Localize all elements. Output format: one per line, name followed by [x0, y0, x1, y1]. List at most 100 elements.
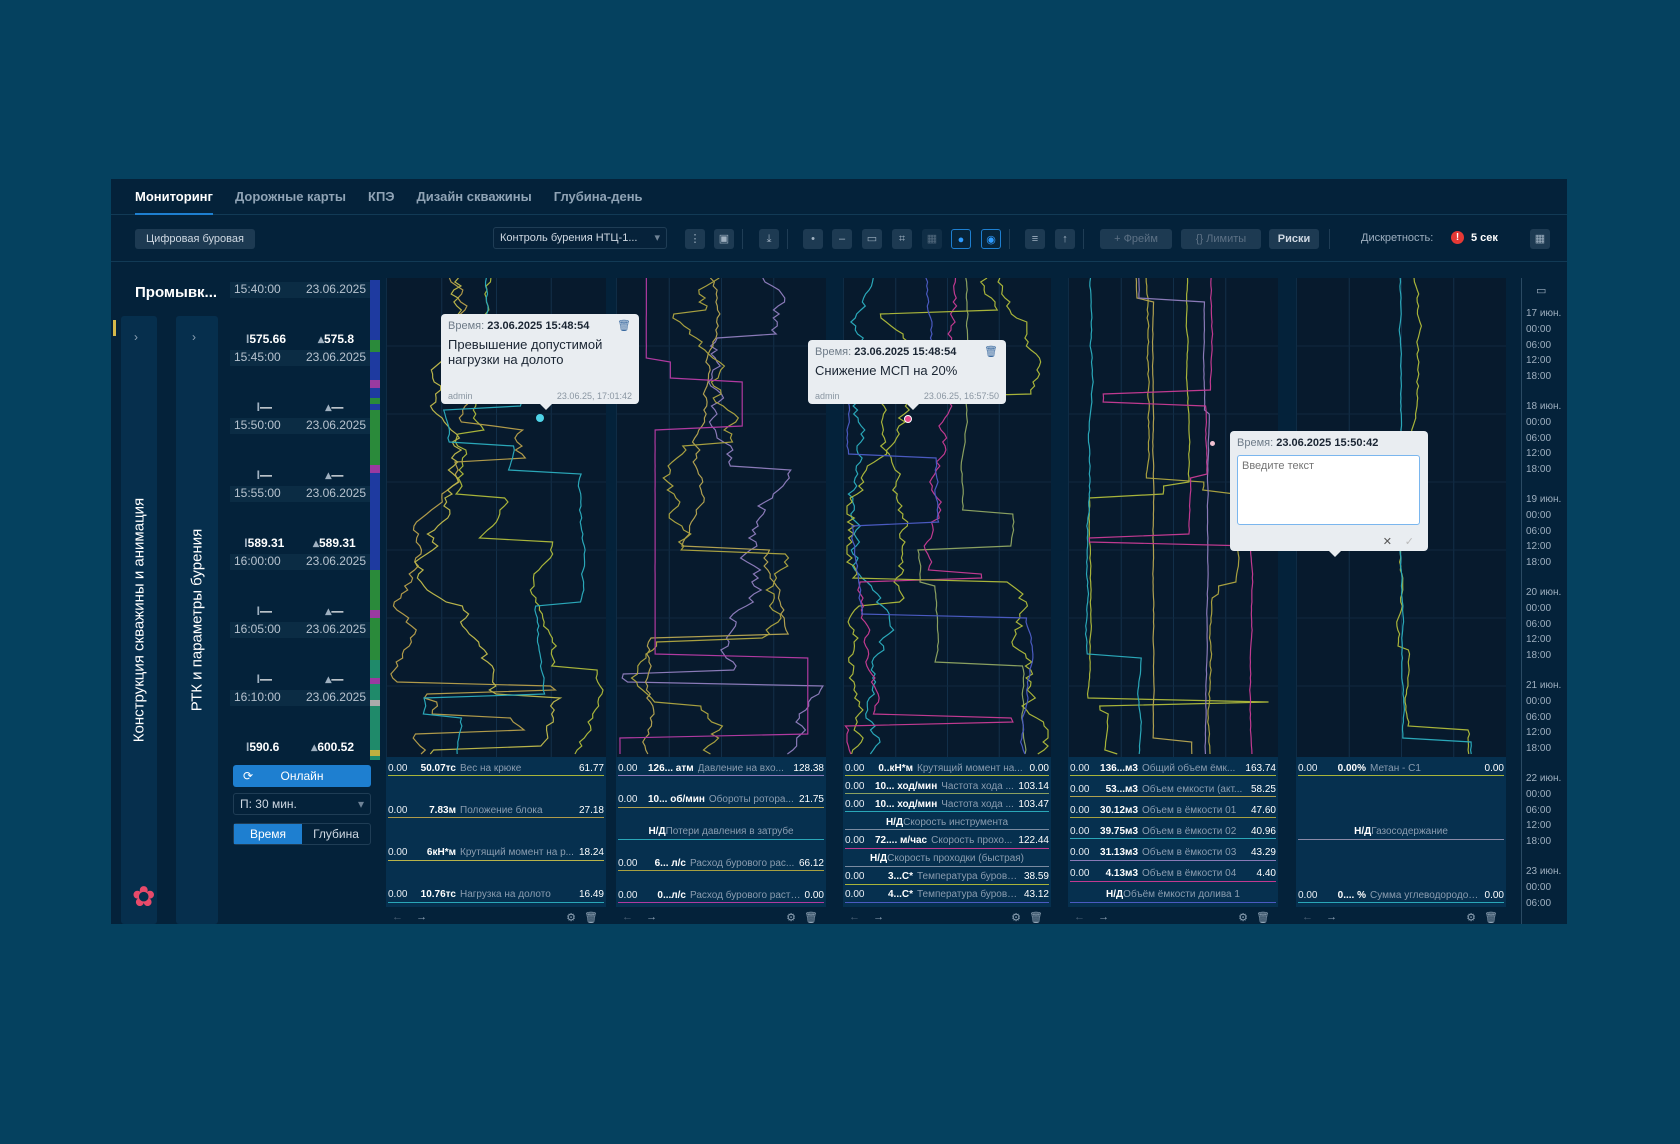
period-select[interactable]: П: 30 мин. ▾ — [233, 793, 371, 815]
gear-icon[interactable]: ⚙ — [1238, 912, 1248, 924]
parameter-row[interactable]: Н/Д Скорость проходки (быстрая) — [845, 852, 1049, 867]
chevron-down-icon: ▾ — [654, 232, 660, 244]
parameter-row[interactable]: 0.00 4.13м3 Объем в ёмкости 04 4.40 — [1070, 867, 1276, 882]
event-marker[interactable] — [536, 414, 544, 422]
comment-input[interactable] — [1237, 455, 1420, 525]
date-axis-label: 00:00 — [1526, 695, 1552, 707]
gear-icon[interactable]: ⚙ — [1466, 912, 1476, 924]
digital-rig-button[interactable]: Цифровая буровая — [135, 229, 255, 249]
arrow-left-icon[interactable]: ← — [392, 911, 403, 923]
parameter-row[interactable]: 0.00 3...С* Температура буровог... 38.59 — [845, 870, 1049, 885]
arrow-right-icon[interactable]: → — [873, 911, 885, 923]
mode-depth-button[interactable]: Глубина — [313, 827, 359, 841]
gear-icon[interactable]: ⚙ — [1011, 912, 1021, 924]
arrow-right-icon[interactable]: → — [1326, 911, 1338, 923]
arrow-left-icon[interactable]: ← — [849, 911, 860, 923]
calendar-icon[interactable]: ▭ — [1536, 285, 1547, 297]
arrow-left-icon[interactable]: ← — [622, 911, 633, 923]
trash-icon[interactable]: 🗑 — [617, 320, 631, 332]
parameter-row[interactable]: 0.00 6кН*м Крутящий момент на р... 18.24 — [388, 846, 604, 861]
parameter-row[interactable]: Н/Д Скорость инструмента — [845, 815, 1049, 831]
tab-depth-day[interactable]: Глубина-день — [553, 188, 643, 204]
parameter-row[interactable]: 0.00 10.76тс Нагрузка на долото 16.49 — [388, 888, 604, 903]
parameter-row[interactable]: 0.00 10... ход/мин Частота хода ... 103.47 — [845, 797, 1049, 813]
tab-monitoring[interactable]: Мониторинг — [135, 179, 213, 215]
grid-icon[interactable]: ▦ — [922, 229, 942, 249]
crop-icon[interactable]: ⌗ — [892, 229, 912, 249]
well-depth: ▴— — [325, 468, 344, 482]
layout-icon[interactable]: ▦ — [1530, 229, 1550, 249]
parameter-row[interactable]: Н/Д Потери давления в затрубе — [618, 825, 824, 840]
event-marker[interactable] — [904, 415, 912, 423]
tab-roadmaps[interactable]: Дорожные карты — [234, 188, 347, 204]
parameter-row[interactable]: 0.00 126... атм Давление на вхо... 128.38 — [618, 761, 824, 776]
chart-track[interactable] — [1068, 277, 1278, 757]
save-icon[interactable]: ▣ — [714, 229, 734, 249]
parameter-row[interactable]: 0.00 136...м3 Общий объем ёмк... 163.74 — [1070, 761, 1276, 776]
param-name: Скорость проходки (быстрая) — [887, 853, 1024, 865]
date-axis-label: 06:00 — [1526, 711, 1552, 723]
arrow-left-icon[interactable]: ← — [1074, 911, 1085, 923]
template-select[interactable]: Контроль бурения НТЦ-1... ▾ — [493, 227, 667, 249]
download-icon[interactable]: ⤓ — [759, 229, 779, 249]
chevron-right-icon[interactable]: › — [192, 330, 196, 344]
gear-icon[interactable]: ⚙ — [566, 912, 576, 924]
arrow-right-icon[interactable]: → — [416, 911, 428, 923]
parameter-row[interactable]: 0.00 10... ход/мин Частота хода ... 103.14 — [845, 779, 1049, 795]
parameter-row[interactable]: 0.00 39.75м3 Объем в ёмкости 02 40.96 — [1070, 824, 1276, 840]
parameter-row[interactable]: 0.00 0..кН*м Крутящий момент на... 0.00 — [845, 761, 1049, 776]
parameter-row[interactable]: 0.00 50.07тс Вес на крюке 61.77 — [388, 761, 604, 776]
arrow-up-icon[interactable]: ↑ — [1055, 229, 1075, 249]
point-icon[interactable]: • — [803, 229, 823, 249]
tab-well-design[interactable]: Дизайн скважины — [416, 188, 532, 204]
ruler-icon[interactable]: ▭ — [862, 229, 882, 249]
rtk-parameters-panel[interactable]: › РТК и параметры бурения — [176, 316, 218, 924]
parameter-row[interactable]: 0.00 30.12м3 Объем в ёмкости 01 47.60 — [1070, 803, 1276, 819]
param-name: Объем в ёмкости 04 — [1142, 868, 1237, 880]
frame-button[interactable]: + Фрейм — [1100, 229, 1172, 249]
parameter-row[interactable]: 0.00 72.... м/час Скорость прохо... 122.44 — [845, 834, 1049, 849]
arrow-right-icon[interactable]: → — [646, 911, 658, 923]
close-icon[interactable]: ✕ — [1382, 536, 1392, 548]
line-icon[interactable]: – — [832, 229, 852, 249]
mode-time-button[interactable]: Время — [234, 824, 302, 844]
parameter-row[interactable]: 0.00 7.83м Положение блока 27.18 — [388, 803, 604, 819]
risks-button[interactable]: Риски — [1269, 229, 1319, 249]
trash-icon[interactable]: 🗑 — [1484, 912, 1498, 924]
param-current: 3...С* — [887, 871, 913, 883]
tab-kpi[interactable]: КПЭ — [368, 188, 395, 204]
parameter-row[interactable]: 0.00 4...С* Температура бурового... 43.12 — [845, 888, 1049, 903]
parameter-row[interactable]: 0.00 53...м3 Объем емкости (акт... 58.25 — [1070, 782, 1276, 798]
activity-segment — [370, 610, 380, 618]
parameter-row[interactable]: 0.00 0...л/с Расход бурового раств... 0.00 — [618, 888, 824, 903]
parameter-row[interactable]: 0.00 0.... % Сумма углеводородов С... 0.00 — [1298, 888, 1504, 903]
trash-icon[interactable]: 🗑 — [804, 912, 818, 924]
trash-icon[interactable]: 🗑 — [1256, 912, 1270, 924]
online-button[interactable]: ⟳ Онлайн — [233, 765, 371, 787]
trash-icon[interactable]: 🗑 — [584, 912, 598, 924]
param-name: Давление на вхо... — [697, 762, 784, 774]
gear-icon[interactable]: ⚙ — [786, 912, 796, 924]
add-comment-icon[interactable]: ● — [951, 229, 971, 249]
trash-icon[interactable]: 🗑 — [984, 346, 998, 358]
align-icon[interactable]: ≡ — [1025, 229, 1045, 249]
timeline-time: 15:40:00 23.06.2025 — [230, 282, 370, 298]
parameter-row[interactable]: 0.00 0.00% Метан - С1 0.00 — [1298, 761, 1504, 776]
template-select-value: Контроль бурения НТЦ-1... — [500, 232, 638, 244]
chevron-right-icon[interactable]: › — [134, 330, 138, 344]
parameter-row[interactable]: 0.00 10... об/мин Обороты ротора... 21.75 — [618, 793, 824, 808]
parameter-row[interactable]: Н/Д Объём ёмкости долива 1 — [1070, 888, 1276, 903]
comment-icon[interactable]: ◉ — [981, 229, 1001, 249]
arrow-right-icon[interactable]: → — [1098, 911, 1110, 923]
chart-track[interactable] — [616, 277, 826, 757]
more-icon[interactable]: ⋮ — [685, 229, 705, 249]
parameter-row[interactable]: 0.00 31.13м3 Объем в ёмкости 03 43.29 — [1070, 846, 1276, 861]
param-max: 163.74 — [1245, 762, 1276, 774]
trash-icon[interactable]: 🗑 — [1029, 912, 1043, 924]
check-icon[interactable]: ✓ — [1404, 536, 1414, 548]
limits-button[interactable]: {} Лимиты — [1181, 229, 1261, 249]
parameter-row[interactable]: Н/Д Газосодержание — [1298, 825, 1504, 840]
arrow-left-icon[interactable]: ← — [1302, 911, 1313, 923]
parameter-row[interactable]: 0.00 6... л/с Расход бурового рас... 66.12 — [618, 856, 824, 872]
well-construction-panel[interactable]: › Конструкция скважины и анимация — [121, 316, 157, 924]
